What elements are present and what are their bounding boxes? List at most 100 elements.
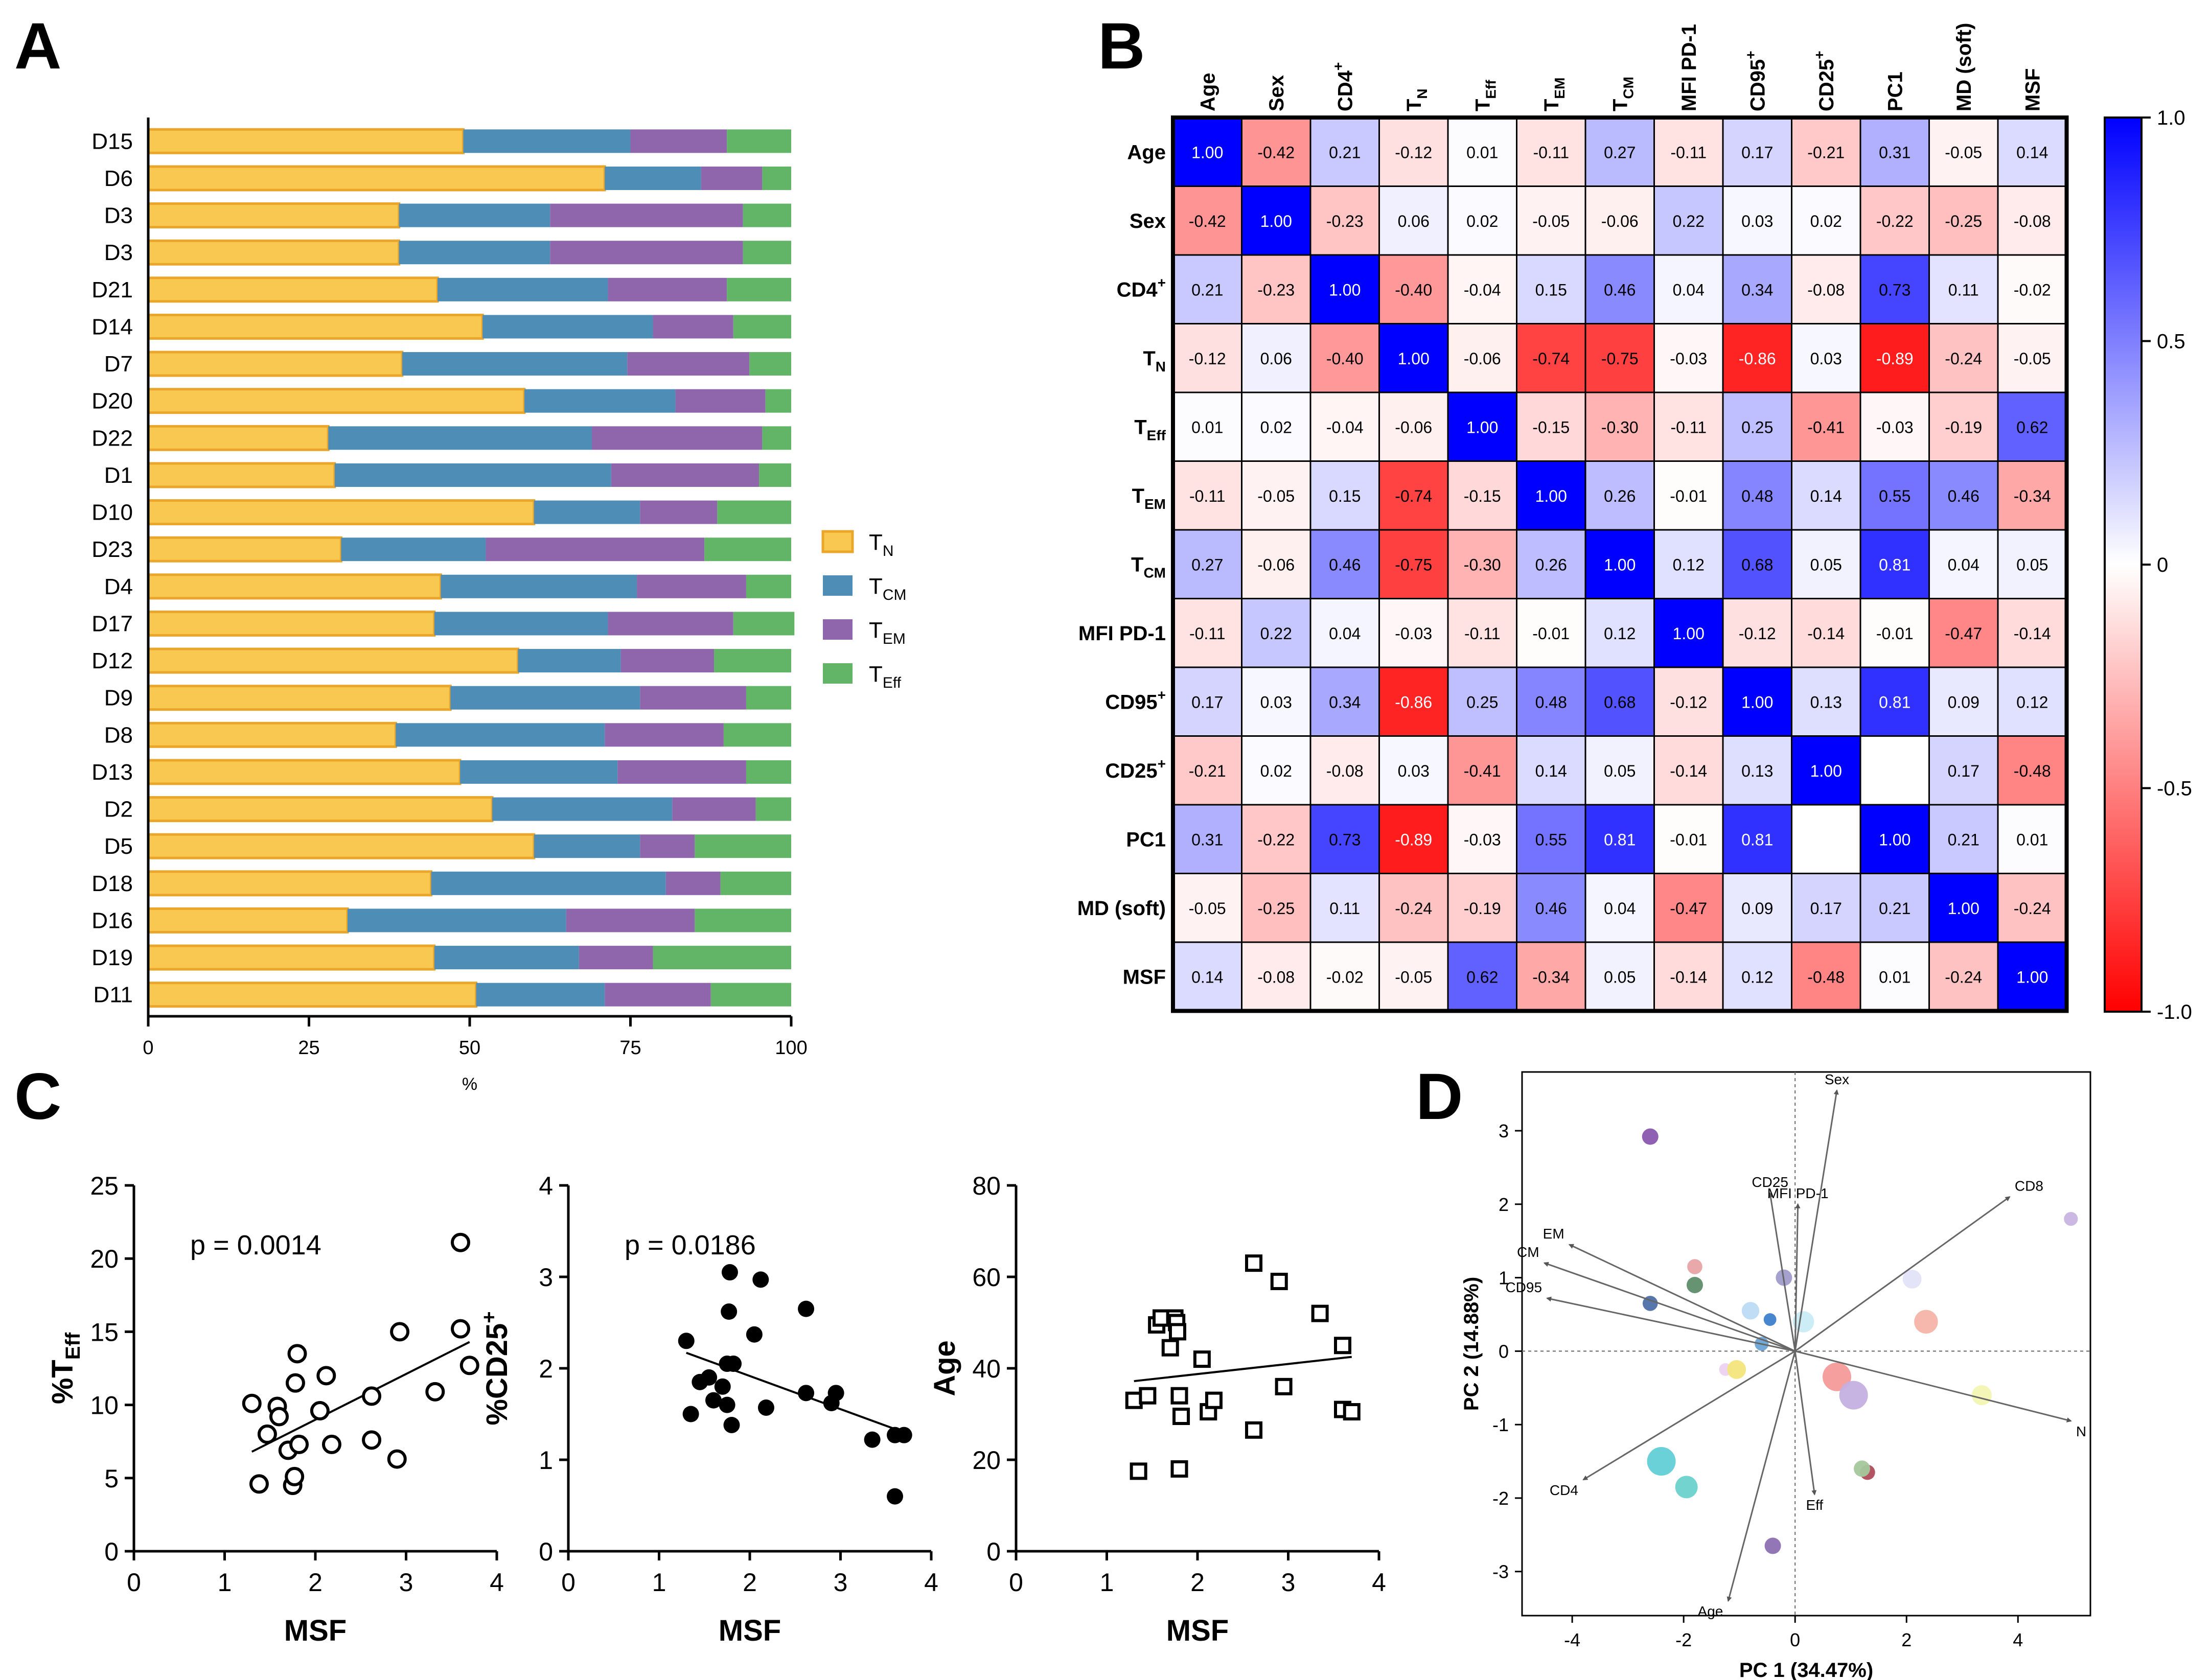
- heatmap-value: 0.01: [1191, 418, 1223, 436]
- y-tick-label: 1: [1499, 1268, 1509, 1289]
- heatmap-value: 0.05: [2016, 555, 2048, 574]
- heatmap-cell: [1516, 116, 1586, 187]
- bar-segment-tn: [147, 685, 452, 711]
- x-tick-label: 4: [490, 1568, 504, 1597]
- heatmap-value: -0.12: [1739, 624, 1776, 643]
- heatmap-cell: [1309, 873, 1380, 943]
- heatmap-cell: [1241, 254, 1311, 324]
- heatmap-value: -0.23: [1326, 212, 1364, 230]
- row-label: CD4+: [1117, 274, 1166, 301]
- heatmap-value: -0.75: [1395, 555, 1432, 574]
- bar-segment-tem: [665, 871, 721, 895]
- heatmap-value: 0.48: [1741, 487, 1773, 505]
- heatmap-cell: [1309, 598, 1380, 668]
- x-tick-label: 0: [143, 1037, 153, 1059]
- y-tick-label: 0: [1499, 1341, 1509, 1362]
- heatmap-cell: [1516, 804, 1586, 874]
- row-label: PC1: [1126, 828, 1166, 851]
- data-point: [1193, 1350, 1211, 1368]
- bar-segment-tem: [640, 834, 695, 858]
- heatmap-value: -0.34: [2014, 487, 2051, 505]
- heatmap-cell: [1859, 735, 1930, 806]
- loading-label: Eff: [1806, 1497, 1823, 1513]
- heatmap-value: 0.31: [1879, 143, 1910, 161]
- data-point: [827, 1385, 844, 1402]
- loading-arrow-cd95: [1546, 1296, 1795, 1352]
- heatmap-cell: [1722, 598, 1792, 668]
- bar-segment-tn: [147, 351, 404, 377]
- bar-segment-tcm: [399, 203, 550, 227]
- heatmap-value: 0.81: [1879, 555, 1910, 574]
- bar-segment-teff: [746, 574, 791, 598]
- bar-segment-teff: [743, 203, 791, 227]
- data-point: [798, 1300, 815, 1317]
- data-point: [721, 1264, 738, 1281]
- heatmap-value: 0.55: [1535, 830, 1567, 849]
- heatmap-value: 0.73: [1879, 281, 1910, 299]
- heatmap-value: -0.19: [1464, 899, 1501, 918]
- category-label: D5: [104, 834, 133, 859]
- heatmap-value: -0.86: [1739, 349, 1776, 368]
- heatmap-cell: [1928, 735, 1999, 806]
- heatmap-cell: [1997, 254, 2067, 324]
- y-tick-label: 40: [972, 1355, 1001, 1383]
- heatmap-value: -0.40: [1326, 349, 1364, 368]
- bar-segment-tn: [147, 721, 397, 748]
- y-tick-label: 5: [104, 1464, 119, 1493]
- category-label: D21: [91, 277, 133, 302]
- bar-segment-tcm: [347, 908, 566, 932]
- bar-segment-tcm: [434, 612, 608, 636]
- heatmap-value: 0.17: [1948, 762, 1979, 780]
- heatmap-cell: [1172, 735, 1242, 806]
- sample-point: [1971, 1385, 1992, 1406]
- bar-segment-tcm: [534, 500, 640, 524]
- row-label: Sex: [1130, 210, 1166, 232]
- heatmap-cell: [1928, 666, 1999, 737]
- bar-segment-teff: [765, 389, 791, 413]
- heatmap-value: -0.23: [1257, 281, 1295, 299]
- y-tick-label: 10: [90, 1391, 119, 1420]
- x-tick-label: 2: [743, 1568, 757, 1597]
- heatmap-cell: [1378, 323, 1449, 393]
- heatmap-cell: [1516, 735, 1586, 806]
- bar-segment-tem: [592, 426, 763, 450]
- data-point: [316, 1366, 336, 1386]
- sample-point: [1854, 1460, 1871, 1477]
- heatmap-value: 0.48: [1535, 693, 1567, 711]
- bar-segment-teff: [695, 834, 791, 858]
- legend-swatch-tcm: [823, 575, 853, 596]
- category-label: D1: [104, 463, 133, 488]
- heatmap-value: -0.34: [1532, 968, 1570, 986]
- heatmap-cell: [1791, 254, 1861, 324]
- heatmap-value: -0.15: [1532, 418, 1570, 436]
- colorbar-tick-label: 0: [2157, 554, 2168, 576]
- y-tick-label: 0: [104, 1537, 119, 1566]
- x-tick-label: 1: [1100, 1568, 1114, 1597]
- heatmap-cell: [1172, 185, 1242, 256]
- heatmap-value: 0.25: [1741, 418, 1773, 436]
- heatmap-value: 1.00: [1604, 555, 1636, 574]
- data-point: [285, 1466, 305, 1486]
- column-label: PC1: [1884, 72, 1906, 111]
- heatmap-value: 0.11: [1948, 281, 1979, 299]
- heatmap-value: -0.01: [1670, 487, 1707, 505]
- p-value-annotation: p = 0.0186: [625, 1230, 756, 1261]
- sample-point: [1741, 1302, 1760, 1320]
- heatmap-cell: [1722, 804, 1792, 874]
- heatmap-cell: [1309, 804, 1380, 874]
- bar-segment-tem: [605, 983, 711, 1007]
- x-tick-label: 50: [459, 1037, 480, 1059]
- legend-swatch-tn: [821, 530, 854, 553]
- x-tick-label: 0: [561, 1568, 575, 1597]
- data-point: [1170, 1387, 1188, 1405]
- heatmap-value: 0.09: [1741, 899, 1773, 918]
- y-tick-label: 3: [539, 1263, 553, 1292]
- heatmap-value: 0.25: [1466, 693, 1498, 711]
- bar-segment-teff: [749, 352, 791, 376]
- y-axis-label: %CD25+: [478, 1311, 514, 1425]
- colorbar-tick-label: -0.5: [2157, 778, 2192, 800]
- bar-segment-tcm: [438, 277, 608, 301]
- heatmap-value: 0.03: [1810, 349, 1842, 368]
- y-tick-label: 4: [539, 1172, 553, 1200]
- heatmap-value: 0.17: [1191, 693, 1223, 711]
